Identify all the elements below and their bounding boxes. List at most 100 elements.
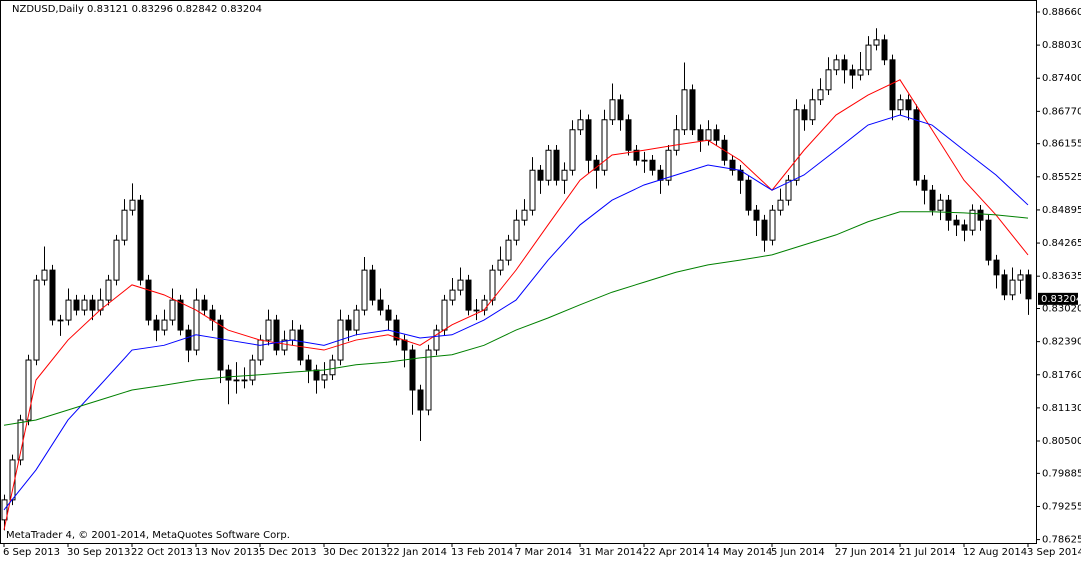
candle-body: [329, 359, 336, 376]
candle-body: [697, 129, 704, 141]
candle-body: [409, 349, 416, 391]
candle-body: [265, 319, 272, 341]
candle-body: [609, 99, 616, 121]
candle-body: [385, 309, 392, 321]
candle-body: [193, 299, 200, 351]
candle-body: [841, 59, 848, 71]
candle-body: [489, 269, 496, 301]
candle-body: [745, 179, 752, 211]
candle-body: [553, 149, 560, 181]
y-tick-label: 0.87400: [1042, 73, 1081, 84]
candle-body: [801, 109, 808, 121]
candle-body: [969, 209, 976, 231]
y-tick-label: 0.84895: [1042, 205, 1081, 216]
candle-body: [961, 224, 968, 231]
candle-body: [561, 169, 568, 181]
candle-body: [849, 69, 856, 76]
candle-body: [25, 359, 32, 421]
y-tick-label: 0.82390: [1042, 337, 1081, 348]
candle-body: [177, 299, 184, 331]
candle-body: [33, 279, 40, 361]
x-tick-label: 30 Sep 2013: [67, 547, 130, 558]
candle-body: [881, 39, 888, 61]
y-tick-label: 0.78625: [1042, 535, 1081, 546]
candle-body: [161, 319, 168, 331]
candle-body: [729, 159, 736, 171]
candle-body: [529, 169, 536, 211]
x-tick-label: 7 Mar 2014: [515, 547, 572, 558]
candle-body: [233, 379, 240, 382]
candle-body: [633, 149, 640, 161]
candle-body: [681, 89, 688, 131]
copyright: MetaTrader 4, © 2001-2014, MetaQuotes So…: [6, 530, 290, 541]
candle-body: [305, 359, 312, 371]
candle-body: [1025, 274, 1032, 300]
candle-body: [993, 259, 1000, 276]
candle-body: [1001, 274, 1008, 296]
last-price-label: 0.83204: [1041, 294, 1081, 305]
candle-body: [257, 339, 264, 361]
x-tick-label: 5 Jun 2014: [771, 547, 825, 558]
candle-body: [705, 129, 712, 141]
candle-body: [49, 269, 56, 321]
candle-body: [361, 269, 368, 311]
candle-body: [625, 119, 632, 151]
y-tick-label: 0.81130: [1042, 403, 1081, 414]
candle-body: [689, 89, 696, 131]
candle-body: [137, 199, 144, 281]
candle-body: [921, 179, 928, 191]
candle-body: [209, 309, 216, 321]
candle-body: [657, 169, 664, 181]
plot-frame: [0, 0, 1037, 544]
candle-body: [945, 199, 952, 221]
candle-body: [201, 299, 208, 311]
candle-body: [369, 269, 376, 301]
candle-body: [377, 299, 384, 311]
x-tick-label: 14 May 2014: [707, 547, 772, 558]
candle-body: [81, 299, 88, 311]
candle-body: [761, 219, 768, 241]
candle-body: [169, 299, 176, 321]
x-tick-label: 22 Oct 2013: [131, 547, 193, 558]
candle-body: [521, 209, 528, 221]
candle-body: [185, 329, 192, 351]
candle-body: [857, 69, 864, 76]
candle-body: [537, 169, 544, 181]
candle-body: [249, 359, 256, 381]
candle-body: [937, 199, 944, 211]
x-tick-label: 21 Jul 2014: [899, 547, 956, 558]
candle-body: [785, 179, 792, 201]
candle-body: [89, 299, 96, 311]
y-tick-label: 0.86155: [1042, 139, 1081, 150]
candle-body: [833, 59, 840, 71]
x-tick-label: 30 Dec 2013: [323, 547, 387, 558]
candle-body: [281, 339, 288, 351]
x-tick-label: 12 Aug 2014: [963, 547, 1027, 558]
candle-body: [145, 279, 152, 321]
candle-body: [817, 89, 824, 101]
x-tick-label: 22 Jan 2014: [387, 547, 447, 558]
candle-body: [673, 129, 680, 151]
candle-body: [769, 209, 776, 241]
candle-body: [433, 329, 440, 351]
candle-body: [873, 39, 880, 46]
candle-body: [641, 159, 648, 162]
x-tick-label: 5 Dec 2013: [259, 547, 317, 558]
candle-body: [129, 199, 136, 211]
candle-body: [577, 119, 584, 131]
candle-body: [313, 369, 320, 381]
candle-body: [473, 309, 480, 312]
candle-body: [449, 289, 456, 301]
y-tick-label: 0.79885: [1042, 468, 1081, 479]
candle-body: [345, 319, 352, 331]
candle-body: [113, 239, 120, 281]
candle-body: [65, 299, 72, 321]
candle-body: [985, 219, 992, 261]
candle-body: [289, 329, 296, 341]
candle-body: [73, 299, 80, 311]
moving-average: [3, 79, 1029, 530]
y-tick-label: 0.85525: [1042, 172, 1081, 183]
x-tick-label: 13 Feb 2014: [451, 547, 513, 558]
